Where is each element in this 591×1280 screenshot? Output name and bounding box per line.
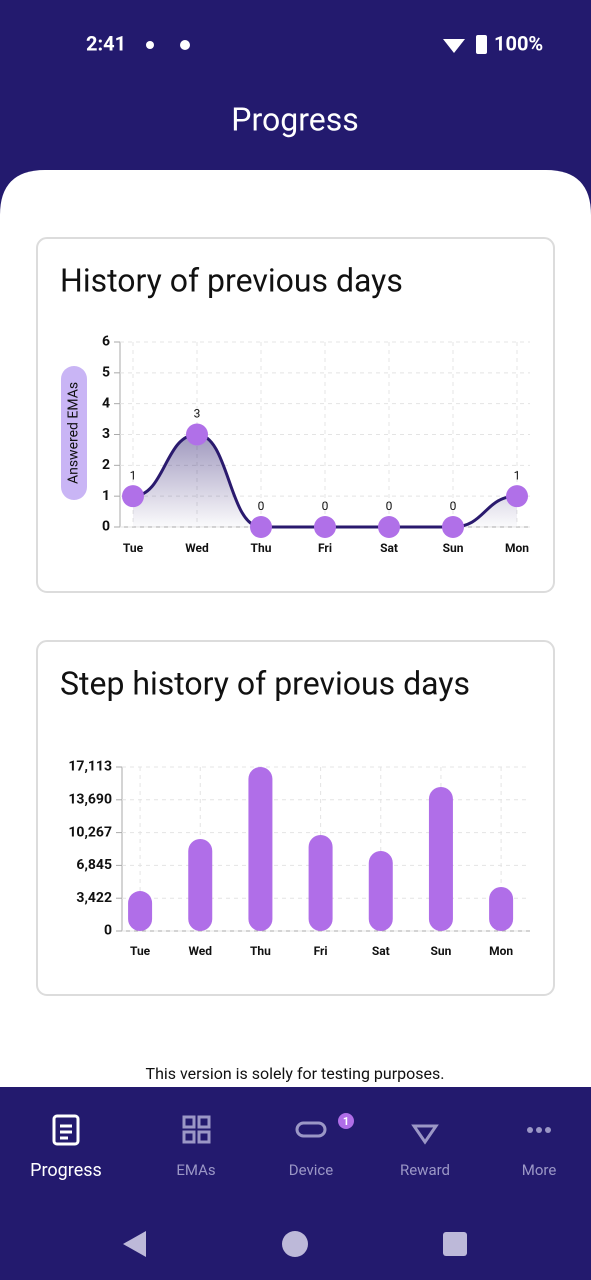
chart-title: History of previous days xyxy=(60,261,403,299)
value-label: 3 xyxy=(194,407,201,421)
notice: This version is solely for testing purpo… xyxy=(146,1064,445,1083)
nav-label[interactable]: Device xyxy=(289,1161,333,1179)
y-tick-label: 10,267 xyxy=(68,824,112,840)
nav-icon xyxy=(182,1115,196,1129)
value-label: 1 xyxy=(514,468,521,482)
y-tick-label: 6,845 xyxy=(76,857,112,873)
bar xyxy=(128,891,153,931)
y-tick-label: 5 xyxy=(102,365,110,381)
value-label: 1 xyxy=(130,468,137,482)
nav-label[interactable]: EMAs xyxy=(176,1161,215,1179)
area-fill xyxy=(133,434,517,527)
y-axis-label: Answered EMAs xyxy=(66,382,82,484)
battery-icon xyxy=(476,35,487,54)
x-tick-label: Sun xyxy=(443,541,464,555)
x-tick-label: Thu xyxy=(251,541,272,555)
x-tick-label: Thu xyxy=(250,944,271,958)
wifi-icon xyxy=(443,39,465,53)
y-tick-label: 6 xyxy=(102,334,110,350)
badge xyxy=(338,1113,354,1129)
y-tick-label: 1 xyxy=(102,488,110,504)
x-tick-label: Sun xyxy=(431,944,452,958)
bar xyxy=(188,838,213,931)
y-label-pill xyxy=(61,366,87,500)
x-tick-label: Tue xyxy=(130,944,151,958)
recents-button[interactable] xyxy=(443,1232,467,1256)
point xyxy=(506,485,528,508)
y-tick-label: 4 xyxy=(102,395,110,411)
value-label: 0 xyxy=(450,499,457,513)
status-time: 2:41 xyxy=(86,31,126,55)
y-tick-label: 0 xyxy=(104,923,112,939)
chart-title: Step history of previous days xyxy=(60,664,470,702)
value-label: 0 xyxy=(322,499,329,513)
x-tick-label: Sat xyxy=(380,541,398,555)
y-tick-label: 0 xyxy=(102,519,110,535)
bar xyxy=(428,786,453,931)
x-tick-label: Fri xyxy=(314,944,328,958)
status-icon xyxy=(180,40,190,50)
badge-count: 1 xyxy=(343,1115,349,1128)
point xyxy=(122,485,144,508)
nav-label[interactable]: Reward xyxy=(400,1161,450,1179)
y-tick-label: 13,690 xyxy=(68,792,112,808)
nav-icon xyxy=(295,1121,327,1138)
nav-icon xyxy=(182,1130,196,1144)
nav-icon xyxy=(536,1127,542,1133)
nav-icon xyxy=(527,1127,533,1133)
point xyxy=(250,516,272,538)
point xyxy=(378,516,400,538)
x-tick-label: Fri xyxy=(318,541,332,555)
nav-icon xyxy=(197,1130,211,1144)
value-label: 0 xyxy=(258,499,265,513)
point xyxy=(442,516,464,538)
nav-icons xyxy=(52,1114,439,1146)
y-tick-label: 3 xyxy=(102,426,110,442)
status-icon xyxy=(146,41,154,49)
bar xyxy=(489,887,514,931)
x-tick-label: Wed xyxy=(185,541,209,555)
home-button[interactable] xyxy=(282,1231,308,1257)
point xyxy=(186,423,208,446)
x-tick-label: Wed xyxy=(188,944,212,958)
y-tick-label: 2 xyxy=(102,457,110,473)
value-label: 0 xyxy=(386,499,393,513)
nav-icon xyxy=(545,1127,551,1133)
x-tick-label: Mon xyxy=(489,944,513,958)
back-button[interactable] xyxy=(123,1231,146,1257)
point xyxy=(314,516,336,538)
nav-icon xyxy=(197,1115,211,1129)
x-tick-label: Sat xyxy=(372,944,390,958)
x-tick-label: Tue xyxy=(123,541,144,555)
bar xyxy=(308,834,333,931)
nav-label[interactable]: More xyxy=(522,1161,557,1179)
card xyxy=(36,640,555,996)
x-tick-label: Mon xyxy=(505,541,529,555)
y-tick-label: 17,113 xyxy=(68,759,112,775)
page-title: Progress xyxy=(231,100,358,138)
bar xyxy=(368,850,393,931)
y-tick-label: 3,422 xyxy=(76,890,112,906)
nav-label[interactable]: Progress xyxy=(30,1160,102,1181)
bar xyxy=(248,767,273,931)
nav-icon xyxy=(52,1114,80,1146)
status-battery: 100% xyxy=(494,31,543,55)
nav-icon xyxy=(411,1124,439,1145)
